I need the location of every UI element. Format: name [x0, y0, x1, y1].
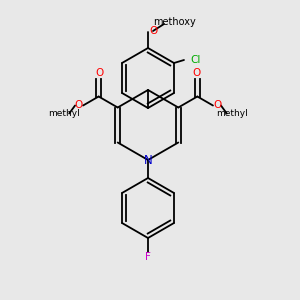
Text: O: O: [214, 100, 222, 110]
Text: O: O: [192, 68, 200, 79]
Text: methyl: methyl: [48, 109, 80, 118]
Text: O: O: [95, 68, 104, 79]
Text: O: O: [149, 26, 157, 36]
Text: methyl: methyl: [216, 109, 248, 118]
Text: N: N: [144, 154, 152, 166]
Text: methoxy: methoxy: [153, 17, 195, 27]
Text: O: O: [74, 100, 82, 110]
Text: F: F: [145, 252, 151, 262]
Text: Cl: Cl: [191, 55, 201, 65]
